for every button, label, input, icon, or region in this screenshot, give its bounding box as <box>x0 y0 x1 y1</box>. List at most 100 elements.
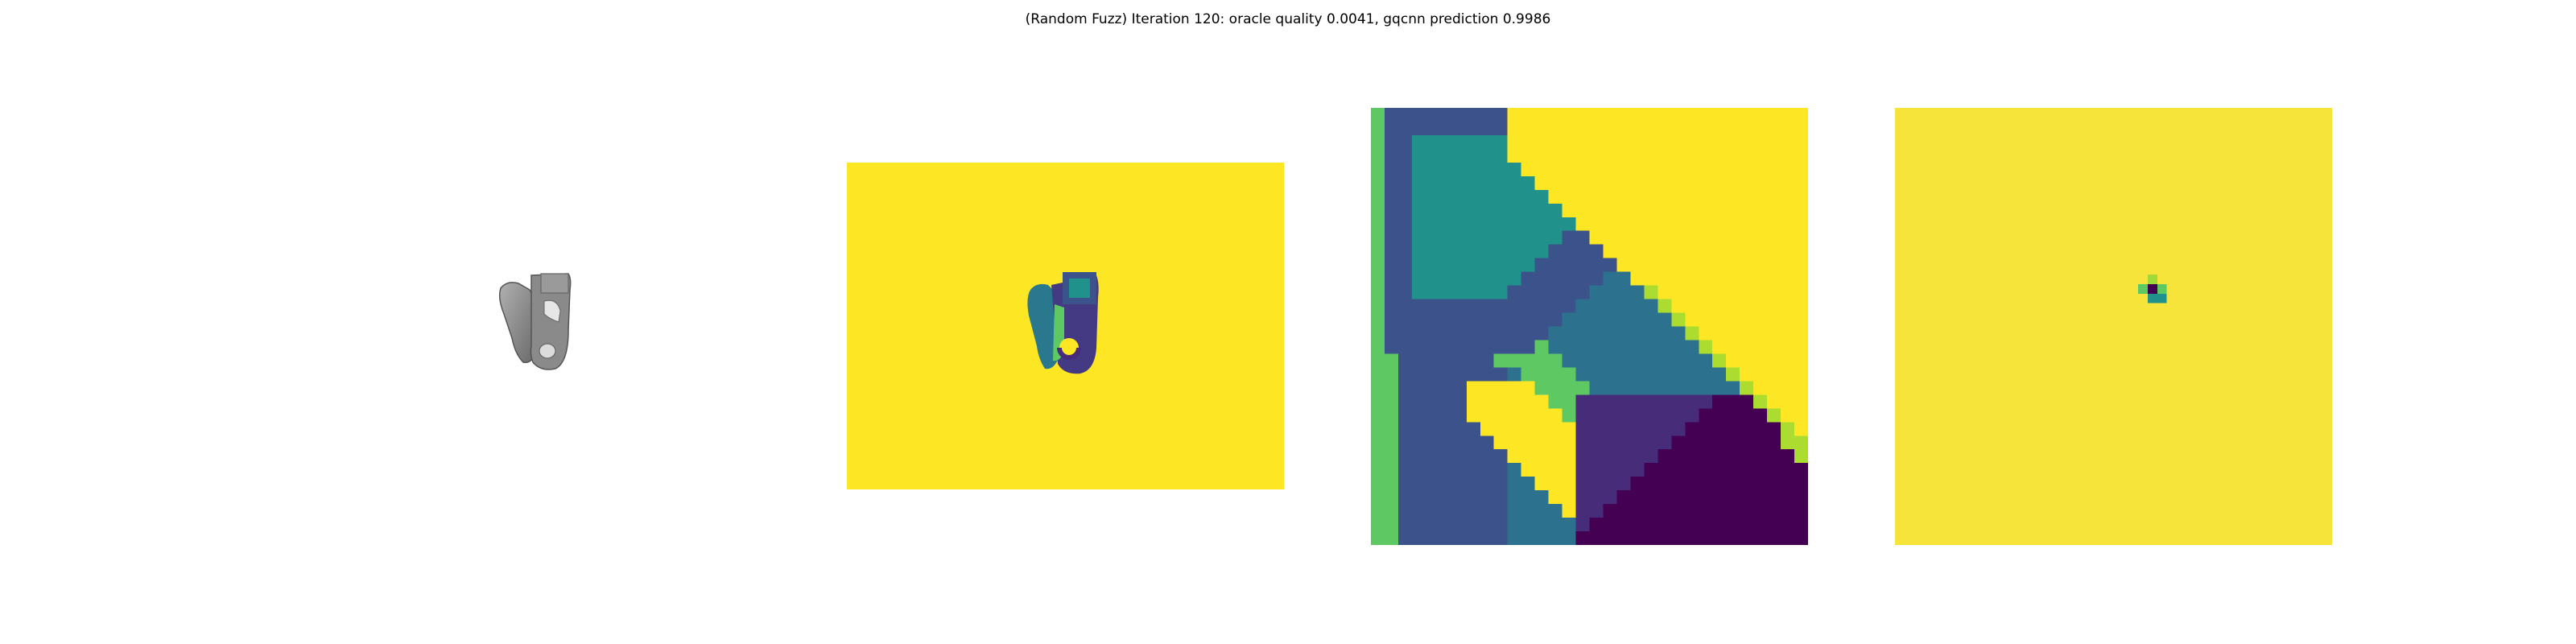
crop-pixel <box>1712 121 1727 136</box>
crop-pixel <box>1548 381 1563 395</box>
crop-pixel <box>1384 408 1399 423</box>
crop-pixel <box>1521 189 1535 204</box>
crop-pixel <box>1371 422 1385 436</box>
crop-pixel <box>1644 134 1658 150</box>
crop-pixel <box>1425 108 1440 122</box>
crop-pixel <box>1384 381 1399 395</box>
crop-pixel <box>1699 244 1713 258</box>
crop-pixel <box>1371 244 1385 258</box>
crop-pixel <box>1671 504 1686 518</box>
crop-pixel <box>1740 436 1754 450</box>
crop-pixel <box>1397 258 1413 272</box>
crop-pixel <box>1603 394 1617 409</box>
crop-pixel <box>1507 367 1521 382</box>
crop-pixel <box>1562 134 1576 150</box>
crop-pixel <box>1685 175 1699 191</box>
crop-pixel <box>1685 285 1699 299</box>
crop-pixel <box>1671 408 1686 423</box>
crop-pixel <box>1699 408 1713 423</box>
crop-pixel <box>1575 134 1590 150</box>
crop-pixel <box>1699 148 1713 163</box>
crop-pixel <box>1507 162 1521 177</box>
crop-pixel <box>1740 271 1754 286</box>
crop-pixel <box>1548 531 1563 545</box>
crop-pixel <box>1521 271 1535 286</box>
crop-pixel <box>1397 490 1413 505</box>
crop-pixel <box>1753 394 1768 409</box>
crop-pixel <box>1767 203 1781 218</box>
crop-pixel <box>1726 203 1740 218</box>
crop-pixel <box>1452 463 1468 477</box>
crop-pixel <box>1371 504 1385 518</box>
crop-pixel <box>1425 285 1440 299</box>
crop-pixel <box>1685 477 1699 491</box>
crop-pixel <box>1507 271 1521 286</box>
crop-pixel <box>1726 258 1740 272</box>
crop-pixel <box>1534 353 1549 368</box>
crop-pixel <box>1521 340 1535 354</box>
crop-pixel <box>1562 353 1576 368</box>
crop-pixel <box>1507 312 1521 327</box>
crop-pixel <box>1603 449 1617 464</box>
crop-pixel <box>1452 367 1468 382</box>
crop-pixel <box>1740 203 1754 218</box>
crop-pixel <box>1507 353 1521 368</box>
crop-pixel <box>1589 477 1604 491</box>
crop-pixel <box>1753 436 1768 450</box>
crop-pixel <box>1466 217 1481 232</box>
crop-pixel <box>1493 271 1509 286</box>
crop-pixel <box>1371 258 1385 272</box>
crop-pixel <box>1603 312 1617 327</box>
crop-pixel <box>1589 340 1604 354</box>
crop-pixel <box>1712 477 1727 491</box>
crop-pixel <box>1712 326 1727 341</box>
crop-pixel <box>1493 490 1509 505</box>
crop-pixel <box>1657 490 1672 505</box>
crop-pixel <box>1589 367 1604 382</box>
crop-pixel <box>1767 326 1781 341</box>
crop-pixel <box>1603 353 1617 368</box>
crop-pixel <box>1439 271 1454 286</box>
crop-pixel <box>1521 353 1535 368</box>
crop-pixel <box>1740 422 1754 436</box>
crop-pixel <box>1616 518 1631 532</box>
crop-pixel <box>1712 189 1727 204</box>
crop-pixel <box>1781 258 1795 272</box>
crop-pixel <box>1767 436 1781 450</box>
crop-pixel <box>1644 244 1658 258</box>
crop-pixel <box>1767 148 1781 163</box>
crop-pixel <box>1384 340 1399 354</box>
crop-pixel <box>1699 490 1713 505</box>
crop-pixel <box>1616 326 1631 341</box>
crop-pixel <box>1562 312 1576 327</box>
crop-pixel <box>1493 162 1509 177</box>
crop-pixel <box>1712 340 1727 354</box>
crop-pixel <box>1630 353 1645 368</box>
crop-pixel <box>1740 408 1754 423</box>
crop-pixel <box>1397 504 1413 518</box>
crop-pixel <box>1726 408 1740 423</box>
crop-pixel <box>1794 258 1808 272</box>
crop-pixel <box>1685 381 1699 395</box>
crop-pixel <box>1671 381 1686 395</box>
crop-pixel <box>1507 381 1521 395</box>
crop-pixel <box>1644 285 1658 299</box>
crop-pixel <box>1589 189 1604 204</box>
crop-pixel <box>1452 326 1468 341</box>
crop-pixel <box>1630 490 1645 505</box>
crop-pixel <box>1767 449 1781 464</box>
crop-pixel <box>1712 463 1727 477</box>
crop-pixel <box>1726 189 1740 204</box>
depth-image-panel <box>847 163 1284 489</box>
crop-pixel <box>1767 422 1781 436</box>
depth-image <box>847 163 1284 489</box>
crop-pixel <box>1562 203 1576 218</box>
crop-pixel <box>1630 367 1645 382</box>
crop-pixel <box>1589 299 1604 313</box>
crop-pixel <box>1575 162 1590 177</box>
crop-pixel <box>1603 244 1617 258</box>
crop-pixel <box>1753 162 1768 177</box>
crop-pixel <box>1712 134 1727 150</box>
crop-pixel <box>1439 436 1454 450</box>
crop-pixel <box>1371 203 1385 218</box>
